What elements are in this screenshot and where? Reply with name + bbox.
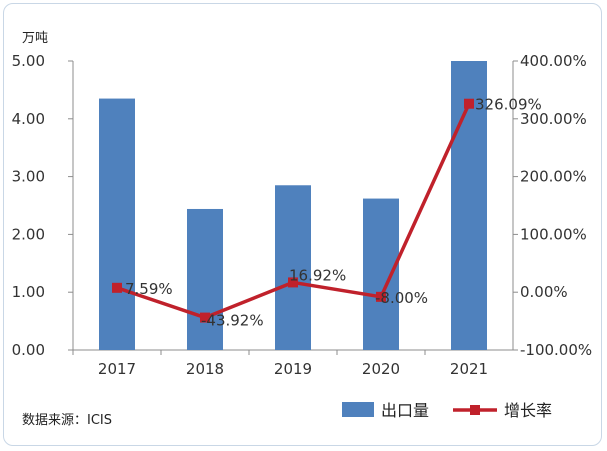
right-axis-tick-label: 0.00% bbox=[520, 283, 568, 301]
left-axis-tick-label: 3.00 bbox=[12, 168, 45, 186]
x-axis-tick-label: 2018 bbox=[186, 360, 224, 378]
bar-2018 bbox=[187, 208, 223, 350]
legend-label-bar: 出口量 bbox=[381, 401, 429, 420]
source-note: 数据来源：ICIS bbox=[22, 413, 112, 428]
legend-swatch-marker bbox=[470, 405, 480, 415]
legend-label-line: 增长率 bbox=[504, 401, 552, 420]
right-axis-tick-label: -100.00% bbox=[520, 341, 592, 359]
bar-2020 bbox=[363, 198, 399, 350]
growth-rate-point-2020 bbox=[376, 291, 386, 302]
right-axis-tick-label: 400.00% bbox=[520, 52, 587, 70]
growth-rate-label-2020: -8.00% bbox=[375, 289, 428, 307]
growth-rate-label-2018: -43.92% bbox=[201, 312, 264, 330]
right-axis-tick-label: 200.00% bbox=[520, 168, 587, 186]
right-axis-tick-label: 100.00% bbox=[520, 225, 587, 243]
legend-swatch-bar bbox=[342, 402, 374, 417]
bar-2017 bbox=[99, 98, 135, 350]
x-axis-tick-label: 2017 bbox=[98, 360, 136, 378]
growth-rate-point-2018 bbox=[200, 312, 210, 323]
left-axis-tick-label: 0.00 bbox=[12, 341, 45, 359]
growth-rate-label-2019: 16.92% bbox=[289, 266, 346, 284]
bar-2021 bbox=[451, 61, 487, 350]
left-axis-tick-label: 4.00 bbox=[12, 110, 45, 128]
x-axis-tick-label: 2021 bbox=[450, 360, 488, 378]
x-axis-tick-label: 2020 bbox=[362, 360, 400, 378]
bar-2019 bbox=[275, 185, 311, 350]
left-axis-tick-label: 2.00 bbox=[12, 225, 45, 243]
growth-rate-point-2019 bbox=[288, 277, 298, 288]
x-axis-tick-label: 2019 bbox=[274, 360, 312, 378]
growth-rate-label-2021: 326.09% bbox=[475, 96, 542, 114]
growth-rate-point-2021 bbox=[464, 98, 474, 109]
left-axis-tick-label: 5.00 bbox=[12, 52, 45, 70]
growth-rate-point-2017 bbox=[112, 282, 122, 293]
left-axis-tick-label: 1.00 bbox=[12, 283, 45, 301]
growth-rate-label-2017: 7.59% bbox=[125, 280, 173, 298]
left-axis-unit: 万吨 bbox=[22, 31, 48, 46]
right-axis-tick-label: 300.00% bbox=[520, 110, 587, 128]
